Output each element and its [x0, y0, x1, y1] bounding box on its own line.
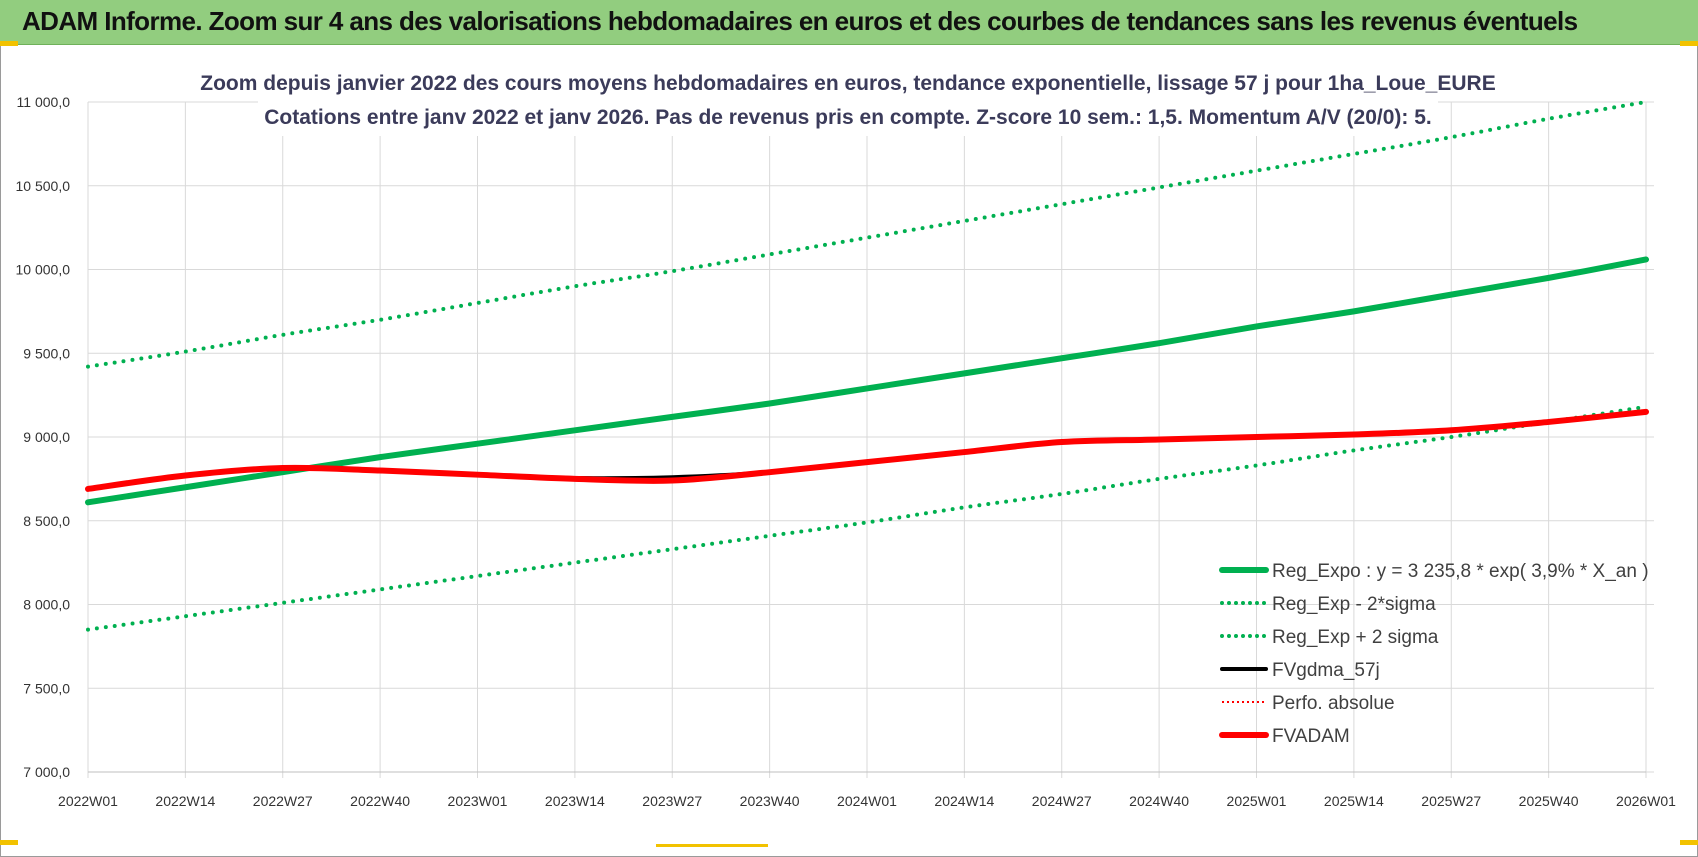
x-tick-label: 2023W01 — [448, 793, 508, 809]
y-tick-label: 7 500,0 — [23, 680, 70, 696]
corner-marker — [1680, 41, 1698, 46]
corner-marker — [0, 41, 18, 46]
legend: Reg_Expo : y = 3 235,8 * exp( 3,9% * X_a… — [1219, 561, 1649, 747]
selection-handle — [656, 844, 768, 847]
gridlines — [87, 101, 1654, 778]
corner-marker — [0, 840, 18, 845]
y-tick-label: 9 500,0 — [23, 345, 70, 361]
series-line-perfo- — [87, 410, 1647, 490]
chart-title-line1: Zoom depuis janvier 2022 des cours moyen… — [200, 72, 1495, 95]
x-tick-label: 2022W27 — [253, 793, 313, 809]
y-axis-ticks: 7 000,0 7 500,0 8 000,0 8 500,0 9 000,0 9 500… — [16, 94, 71, 780]
x-tick-label: 2024W27 — [1032, 793, 1092, 809]
y-tick-label: 8 000,0 — [23, 597, 70, 613]
chart-title-line2: Cotations entre janv 2022 et janv 2026. … — [264, 106, 1432, 129]
x-tick-label: 2025W27 — [1421, 793, 1481, 809]
legend-label: Reg_Expo : y = 3 235,8 * exp( 3,9% * X_a… — [1272, 561, 1649, 582]
legend-label: FVADAM — [1272, 726, 1350, 747]
corner-marker — [1680, 840, 1698, 845]
x-tick-label: 2026W01 — [1616, 793, 1676, 809]
x-tick-label: 2023W14 — [545, 793, 605, 809]
series-lines — [85, 100, 1649, 632]
chart-title: Zoom depuis janvier 2022 des cours moyen… — [200, 64, 1496, 136]
x-tick-label: 2024W01 — [837, 793, 897, 809]
header-banner: ADAM Informe. Zoom sur 4 ans des valoris… — [0, 0, 1698, 45]
x-axis-ticks: 2022W01 2022W14 2022W27 2022W40 2023W01 2023W… — [58, 793, 1676, 809]
legend-label: Reg_Exp - 2*sigma — [1272, 594, 1436, 615]
x-tick-label: 2022W40 — [350, 793, 410, 809]
x-tick-label: 2025W14 — [1324, 793, 1384, 809]
y-tick-label: 9 000,0 — [23, 429, 70, 445]
x-tick-label: 2025W40 — [1519, 793, 1579, 809]
series-line-reg-expo — [85, 256, 1649, 506]
x-tick-label: 2024W14 — [934, 793, 994, 809]
x-tick-label: 2022W01 — [58, 793, 118, 809]
x-tick-label: 2023W27 — [642, 793, 702, 809]
x-tick-label: 2025W01 — [1227, 793, 1287, 809]
legend-label: Perfo. absolue — [1272, 693, 1395, 714]
x-tick-label: 2024W40 — [1129, 793, 1189, 809]
series-line-reg-exp — [86, 100, 1648, 369]
legend-label: FVgdma_57j — [1272, 660, 1380, 681]
banner-title: ADAM Informe. Zoom sur 4 ans des valoris… — [22, 6, 1578, 36]
y-tick-label: 7 000,0 — [23, 764, 70, 780]
y-tick-label: 11 000,0 — [17, 94, 71, 110]
x-tick-label: 2023W40 — [740, 793, 800, 809]
legend-label: Reg_Exp + 2 sigma — [1272, 627, 1439, 648]
y-tick-label: 8 500,0 — [23, 513, 70, 529]
x-tick-label: 2022W14 — [155, 793, 215, 809]
y-tick-label: 10 500,0 — [16, 178, 71, 194]
y-tick-label: 10 000,0 — [16, 262, 71, 278]
